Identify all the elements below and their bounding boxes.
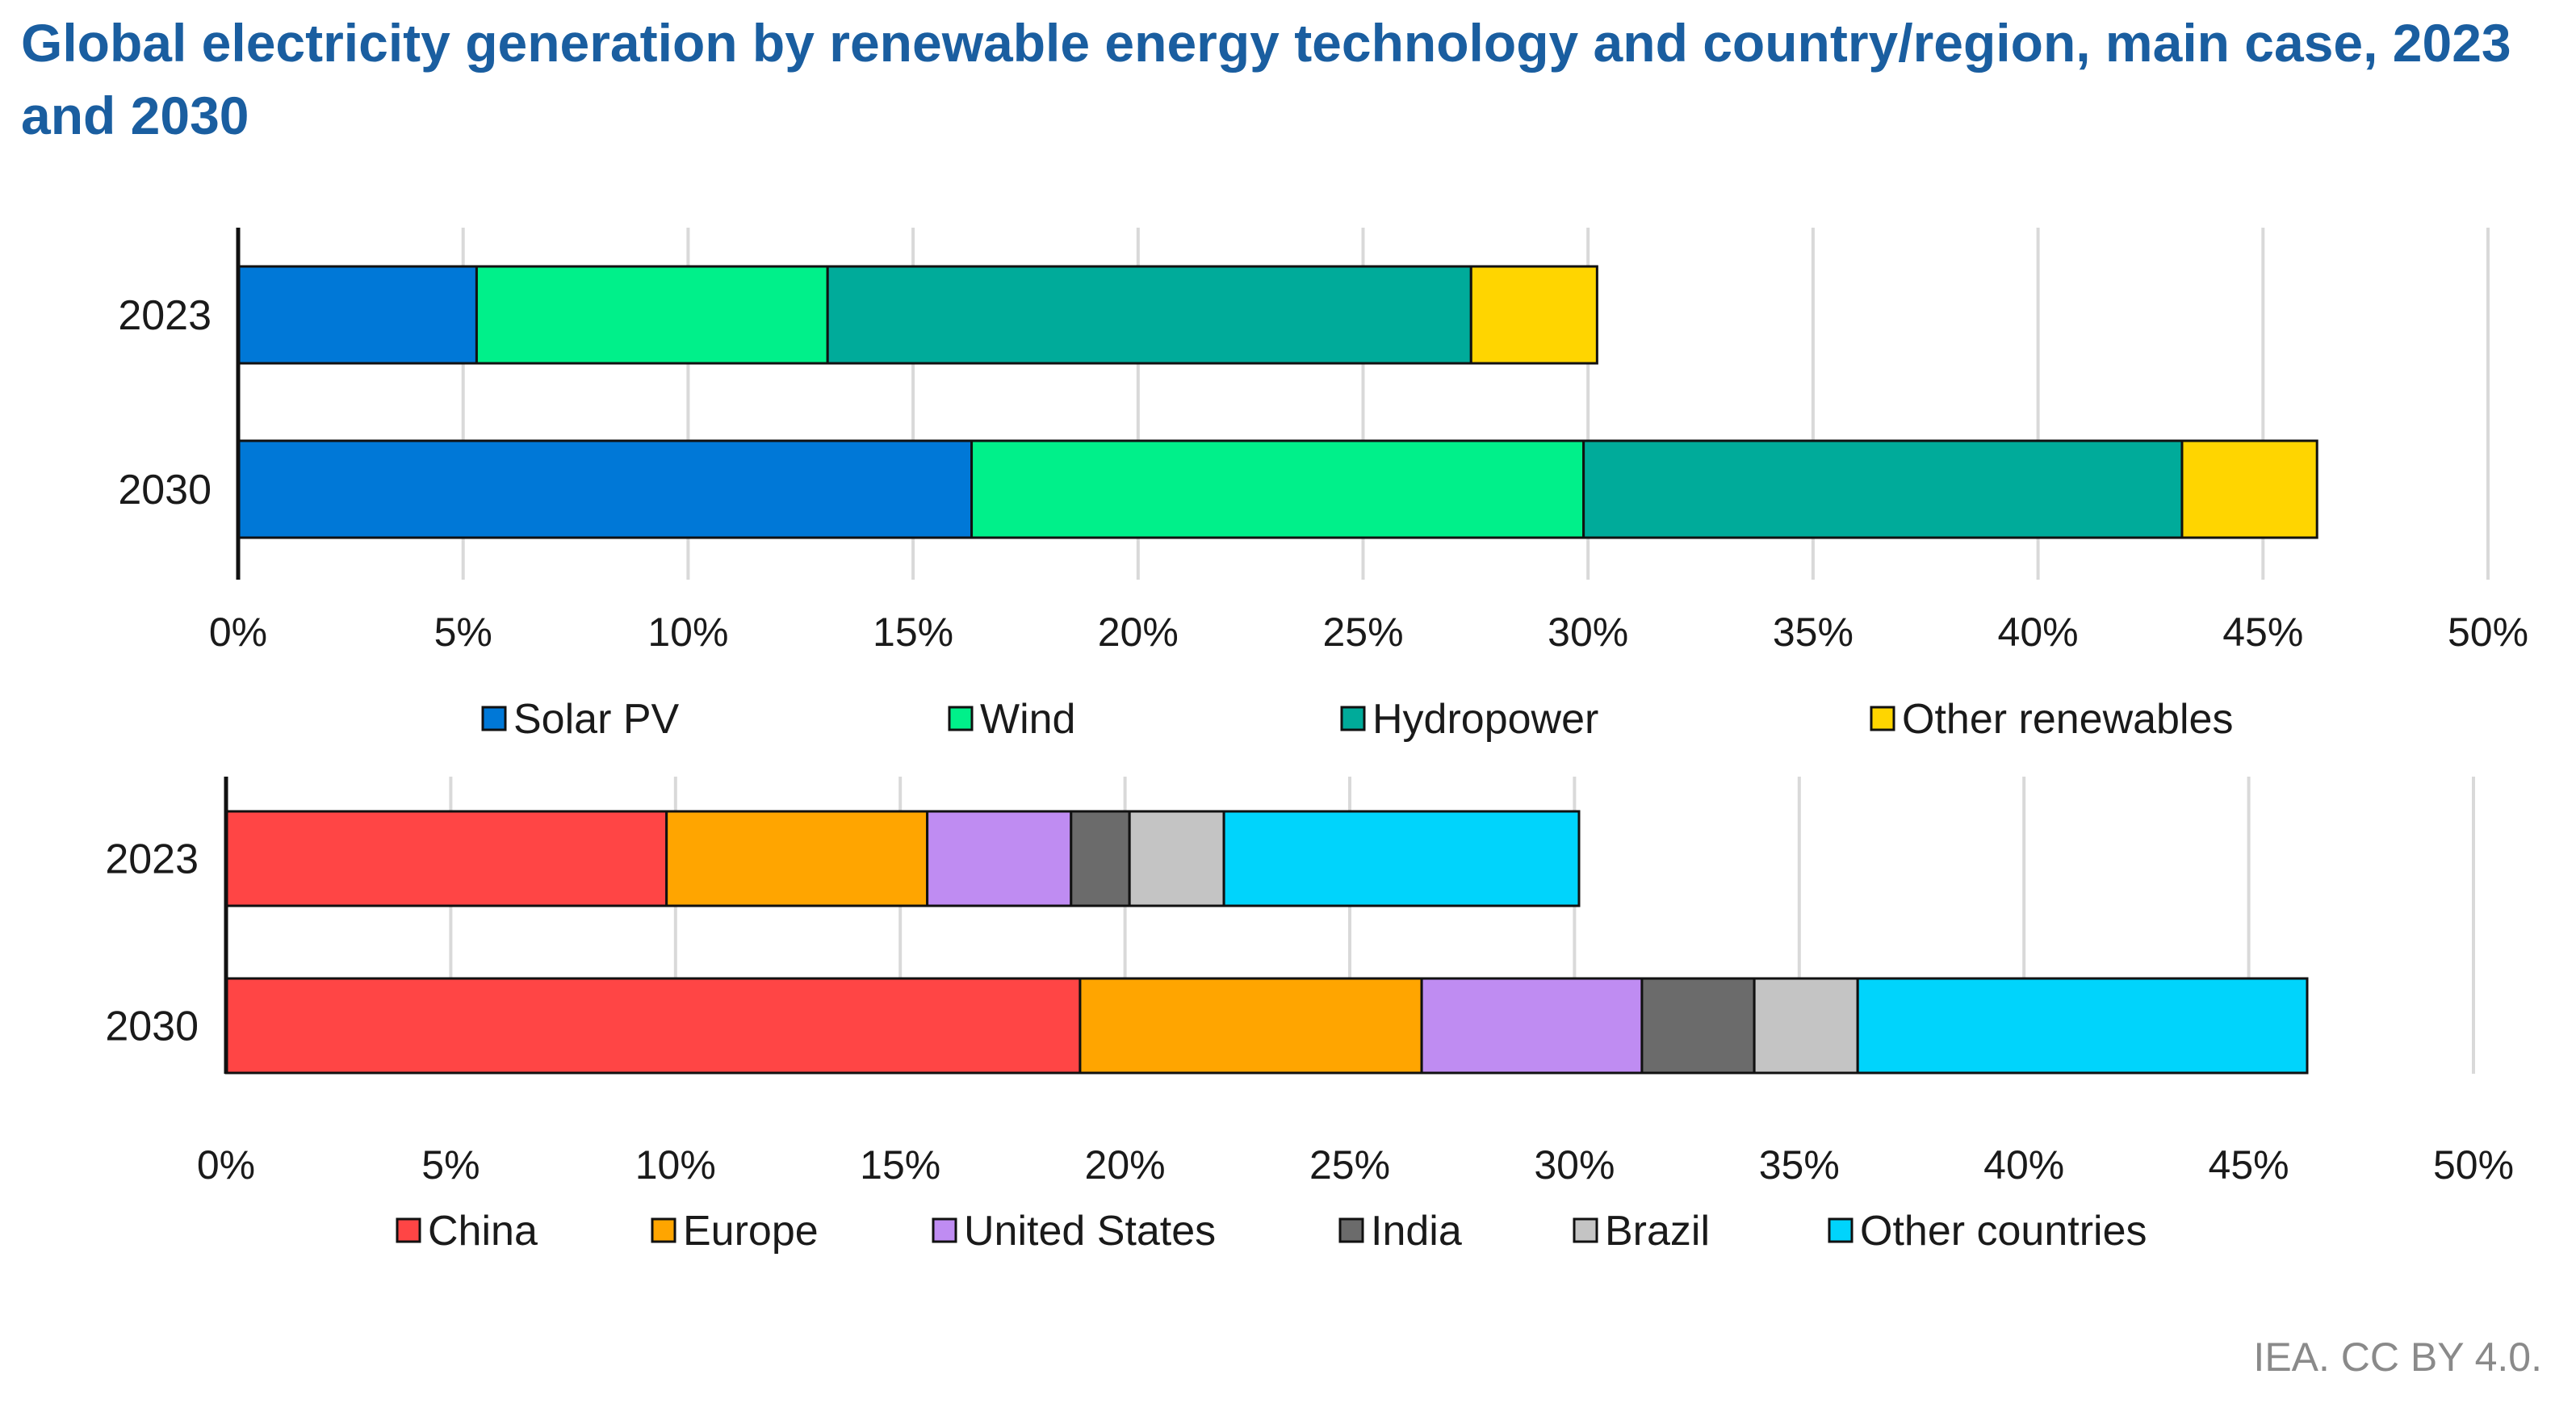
bar-europe-2023 — [665, 810, 929, 907]
x-tick-label: 40% — [1998, 610, 2079, 655]
x-tick-label: 10% — [635, 1142, 716, 1188]
x-tick-label: 20% — [1085, 1142, 1166, 1188]
legend-label-brazil: Brazil — [1605, 1208, 1710, 1255]
x-tick-label: 0% — [209, 610, 267, 655]
legend-label-united-states: United States — [964, 1208, 1216, 1255]
bar-india-2023 — [1070, 810, 1131, 907]
legend-label-hydropower: Hydropower — [1372, 696, 1598, 743]
legend-label-wind: Wind — [980, 696, 1075, 743]
x-tick-label: 25% — [1322, 610, 1403, 655]
x-tick-label: 50% — [2433, 1142, 2514, 1188]
x-tick-label: 5% — [434, 610, 492, 655]
source-credit: IEA. CC BY 4.0. — [2253, 1334, 2542, 1380]
bar-china-2023 — [224, 810, 668, 907]
bar-china-2030 — [224, 977, 1082, 1075]
bar-india-2030 — [1640, 977, 1756, 1075]
x-tick-label: 15% — [873, 610, 953, 655]
legend-label-europe: Europe — [683, 1208, 819, 1255]
x-tick-label: 5% — [421, 1142, 480, 1188]
category-label: 2023 — [118, 292, 212, 339]
bar-other-countries-2023 — [1222, 810, 1581, 907]
bar-brazil-2030 — [1753, 977, 1859, 1075]
legend-label-india: India — [1371, 1208, 1462, 1255]
bar-europe-2030 — [1079, 977, 1423, 1075]
legend-swatch-united-states — [932, 1217, 957, 1243]
category-label: 2030 — [118, 467, 212, 513]
legend-swatch-wind — [948, 706, 974, 731]
x-tick-label: 50% — [2448, 610, 2528, 655]
bar-united-states-2030 — [1420, 977, 1644, 1075]
legend-swatch-europe — [651, 1217, 676, 1243]
x-tick-label: 30% — [1548, 610, 1628, 655]
bar-solar-pv-2023 — [237, 265, 478, 365]
x-tick-label: 15% — [860, 1142, 940, 1188]
category-label: 2030 — [105, 1003, 199, 1050]
legend-label-other-countries: Other countries — [1860, 1208, 2147, 1255]
x-tick-label: 45% — [2222, 610, 2303, 655]
technology-panel: 2023 2030 0% 5% 10% 15% 20% 25% 30% 35% 40% 45% 50% S… — [118, 228, 2528, 743]
legend-swatch-brazil — [1573, 1217, 1598, 1243]
bar-wind-2023 — [475, 265, 829, 365]
bar-other-renewables-2030 — [2180, 439, 2318, 539]
legend-label-other-renewables: Other renewables — [1902, 696, 2233, 743]
chart-title: Global electricity generation by renewab… — [21, 13, 2511, 145]
legend-label-china: China — [428, 1208, 538, 1255]
x-tick-label: 10% — [647, 610, 728, 655]
legend-label-solar-pv: Solar PV — [513, 696, 680, 743]
legend-swatch-hydropower — [1340, 706, 1366, 731]
legend-swatch-solar-pv — [481, 706, 507, 731]
region-panel: 2023 2030 0% 5% 10% 15% 20% 25% 30% 35% 40% 45% 50% C… — [105, 777, 2514, 1255]
x-tick-label: 40% — [1983, 1142, 2064, 1188]
x-tick-label: 35% — [1773, 610, 1853, 655]
category-label: 2023 — [105, 836, 199, 883]
bar-wind-2030 — [970, 439, 1585, 539]
bar-brazil-2023 — [1128, 810, 1225, 907]
bar-united-states-2023 — [926, 810, 1073, 907]
legend-swatch-other-renewables — [1870, 706, 1895, 731]
bar-solar-pv-2030 — [237, 439, 974, 539]
bar-other-renewables-2023 — [1469, 265, 1598, 365]
legend-swatch-other-countries — [1828, 1217, 1853, 1243]
x-tick-label: 0% — [197, 1142, 255, 1188]
x-tick-label: 30% — [1534, 1142, 1615, 1188]
bar-hydropower-2023 — [826, 265, 1472, 365]
bar-other-countries-2030 — [1856, 977, 2309, 1075]
x-tick-label: 25% — [1309, 1142, 1390, 1188]
legend-swatch-india — [1338, 1217, 1364, 1243]
x-tick-label: 35% — [1759, 1142, 1840, 1188]
legend-swatch-china — [396, 1217, 421, 1243]
x-tick-label: 45% — [2209, 1142, 2289, 1188]
bar-hydropower-2030 — [1582, 439, 2184, 539]
x-tick-label: 20% — [1098, 610, 1179, 655]
